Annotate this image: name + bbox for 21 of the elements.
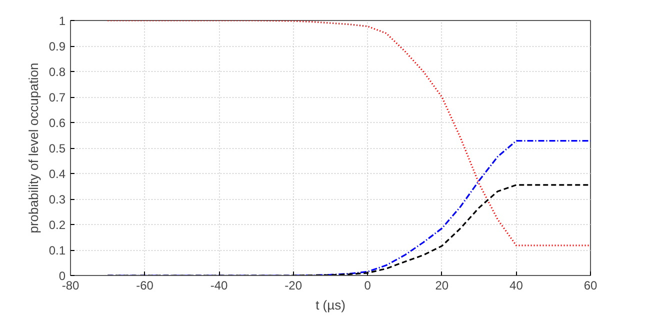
- y-tick-label: 0.6: [48, 116, 66, 130]
- line-series: [106, 184, 590, 276]
- y-axis-title: probability of level occupation: [26, 62, 41, 234]
- y-tick-label: 0.1: [48, 244, 66, 258]
- x-tick-label: -60: [136, 278, 154, 292]
- y-tick-label: 0.2: [48, 218, 66, 232]
- line-series: [106, 20, 590, 246]
- x-axis-title: t (µs): [316, 298, 346, 312]
- y-tick-label: 0.8: [48, 65, 66, 79]
- x-tick-label: 0: [364, 278, 372, 292]
- y-tick-label: 0.7: [48, 90, 66, 104]
- x-tick-label: -40: [210, 278, 228, 292]
- y-tick-label: 0.9: [48, 40, 66, 54]
- y-tick-label: 0.5: [48, 142, 66, 156]
- x-tick-label: -20: [284, 278, 302, 292]
- y-tick-label: 0.3: [48, 192, 66, 206]
- x-tick-label: 40: [510, 278, 524, 292]
- y-tick-label: 0.4: [48, 167, 66, 181]
- y-tick-label: 1: [58, 14, 66, 28]
- x-tick-label: 20: [435, 278, 449, 292]
- x-tick-label: 60: [584, 278, 598, 292]
